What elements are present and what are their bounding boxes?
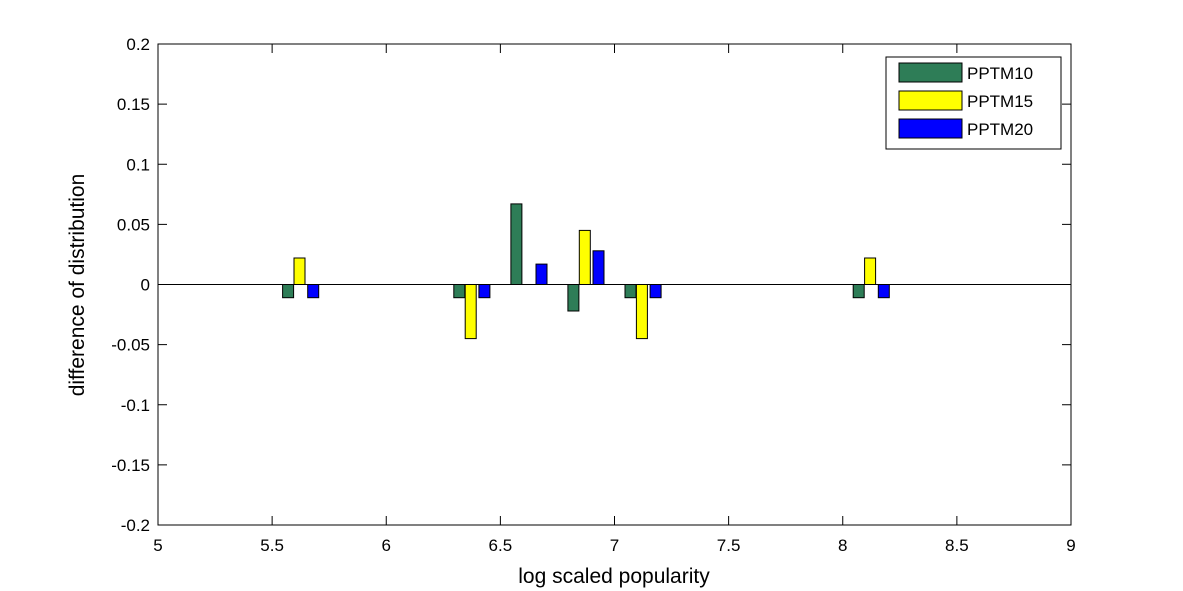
y-tick-label: -0.1 <box>121 396 150 415</box>
bar-series-2-point-1 <box>478 284 491 299</box>
x-tick-label: 8 <box>838 536 847 555</box>
y-tick-label: -0.15 <box>111 456 150 475</box>
legend-label-2: PPTM20 <box>967 120 1033 139</box>
y-tick-label: 0.1 <box>126 155 150 174</box>
bar-series-2-point-3 <box>592 250 605 286</box>
legend-swatch-2 <box>898 118 963 139</box>
y-tick-label: -0.2 <box>121 516 150 535</box>
bar-series-1-point-2 <box>578 229 591 285</box>
x-axis-label: log scaled popularity <box>518 565 710 588</box>
x-tick-label: 6.5 <box>489 536 513 555</box>
bar-series-0-point-4 <box>624 284 637 299</box>
x-tick-label: 5.5 <box>260 536 284 555</box>
y-axis-label: difference of distribution <box>66 174 89 397</box>
bar-series-0-point-2 <box>510 203 523 285</box>
y-tick-label: 0.2 <box>126 35 150 54</box>
bar-series-1-point-0 <box>293 257 306 285</box>
y-tick-label: -0.05 <box>111 336 150 355</box>
y-tick-label: 0 <box>141 276 150 295</box>
bar-series-0-point-3 <box>567 284 580 312</box>
bar-series-2-point-0 <box>307 284 320 299</box>
bar-series-1-point-1 <box>464 284 477 340</box>
bar-series-2-point-5 <box>877 284 890 299</box>
legend-swatch-0 <box>898 62 963 83</box>
y-axis: 0.2 0.15 0.1 0.05 0 -0.05 -0.1 -0.15 -0.2 <box>111 35 1071 535</box>
x-tick-label: 7 <box>610 536 619 555</box>
bar-series-0-point-0 <box>282 284 295 299</box>
y-tick-label: 0.15 <box>117 95 150 114</box>
bar-series-1-point-3 <box>635 284 648 340</box>
x-axis: 5 5.5 6 6.5 7 7.5 8 8.5 9 <box>153 44 1076 555</box>
x-tick-label: 8.5 <box>945 536 969 555</box>
bar-series-0-point-1 <box>453 284 466 299</box>
legend-swatch-1 <box>898 90 963 111</box>
y-tick-label: 0.05 <box>117 215 150 234</box>
x-tick-label: 9 <box>1066 536 1075 555</box>
x-tick-label: 6 <box>382 536 391 555</box>
legend: PPTM10 PPTM15 PPTM20 <box>885 56 1062 150</box>
legend-label-0: PPTM10 <box>967 64 1033 83</box>
bar-series-0-point-5 <box>852 284 865 299</box>
x-tick-label: 5 <box>153 536 162 555</box>
bar-series-1-point-4 <box>864 257 877 285</box>
bar-series-2-point-4 <box>649 284 662 299</box>
bar-series-2-point-2 <box>535 263 548 286</box>
legend-label-1: PPTM15 <box>967 92 1033 111</box>
x-tick-label: 7.5 <box>717 536 741 555</box>
